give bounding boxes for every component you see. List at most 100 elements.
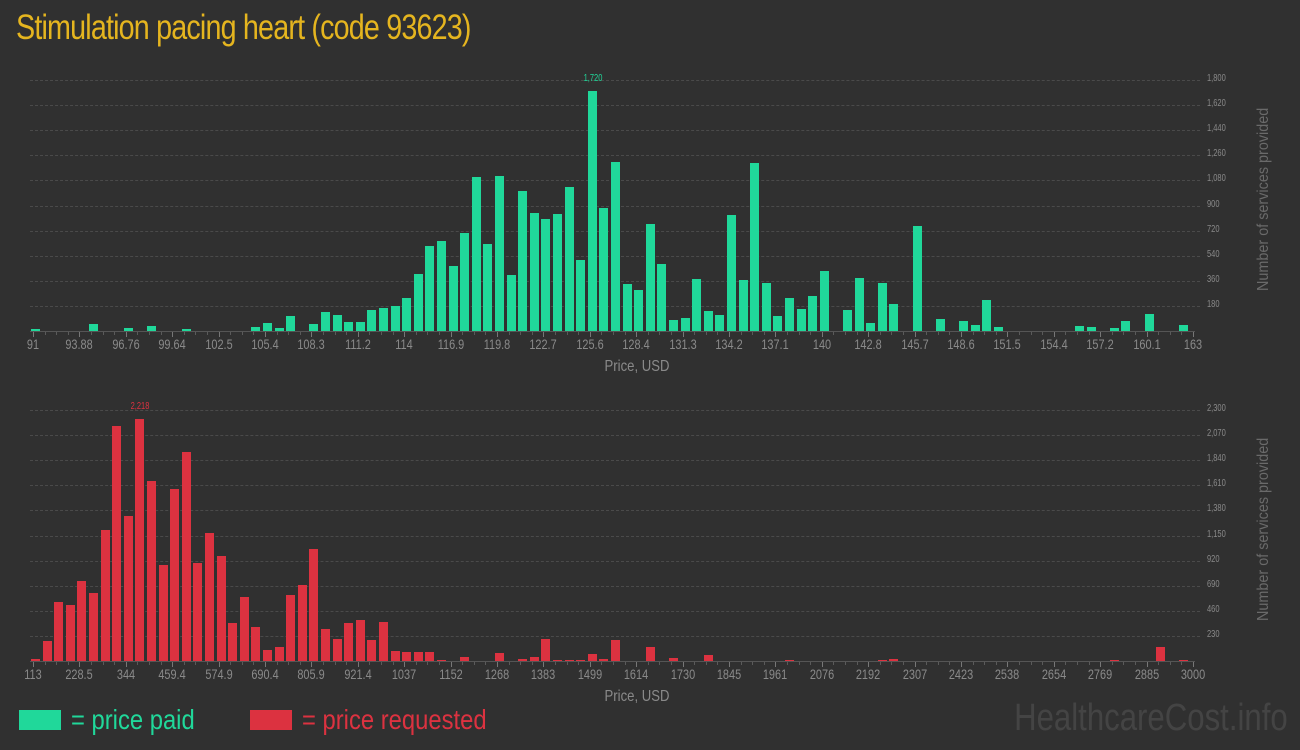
bar[interactable] <box>889 658 898 661</box>
bar[interactable] <box>785 298 794 331</box>
bar[interactable] <box>298 585 307 661</box>
bar[interactable] <box>263 323 272 331</box>
bar[interactable] <box>565 659 574 661</box>
bar[interactable] <box>866 323 875 331</box>
bar[interactable] <box>89 324 98 331</box>
bar[interactable] <box>646 223 655 331</box>
bar[interactable] <box>657 264 666 331</box>
bar[interactable] <box>124 328 133 331</box>
bar[interactable] <box>402 652 411 661</box>
bar[interactable] <box>553 659 562 661</box>
bar[interactable] <box>159 565 168 661</box>
bar[interactable] <box>1179 325 1188 331</box>
bar[interactable] <box>541 218 550 331</box>
bar[interactable] <box>507 275 516 331</box>
bar[interactable] <box>124 515 133 661</box>
bar[interactable] <box>391 651 400 661</box>
bar[interactable] <box>367 640 376 661</box>
bar[interactable] <box>692 279 701 331</box>
bar[interactable] <box>623 284 632 331</box>
bar[interactable] <box>483 243 492 331</box>
bar[interactable] <box>843 310 852 331</box>
bar[interactable] <box>576 260 585 331</box>
bar[interactable] <box>321 629 330 661</box>
bar[interactable] <box>1075 326 1084 331</box>
bar[interactable] <box>66 605 75 661</box>
bar[interactable] <box>576 659 585 661</box>
bar[interactable] <box>472 176 481 331</box>
bar[interactable] <box>878 283 887 331</box>
bar[interactable] <box>773 316 782 331</box>
bar[interactable] <box>588 653 597 661</box>
bar[interactable] <box>101 529 110 661</box>
bar[interactable] <box>205 533 214 661</box>
bar[interactable] <box>112 425 121 661</box>
bar[interactable] <box>715 315 724 331</box>
bar[interactable] <box>553 213 562 331</box>
bar[interactable] <box>449 266 458 331</box>
bar[interactable] <box>286 595 295 661</box>
bar[interactable] <box>460 656 469 661</box>
bar[interactable] <box>333 315 342 331</box>
bar[interactable] <box>43 641 52 661</box>
bar[interactable] <box>89 593 98 661</box>
bar[interactable] <box>704 311 713 331</box>
bar[interactable] <box>414 274 423 331</box>
bar[interactable] <box>275 328 284 331</box>
bar[interactable] <box>402 298 411 331</box>
bar[interactable] <box>762 283 771 331</box>
bar[interactable] <box>356 322 365 331</box>
bar[interactable] <box>54 601 63 661</box>
bar[interactable] <box>599 207 608 331</box>
bar[interactable] <box>228 623 237 661</box>
bar[interactable] <box>425 651 434 661</box>
bar[interactable] <box>785 659 794 661</box>
bar[interactable] <box>646 646 655 661</box>
bar[interactable] <box>681 318 690 331</box>
bar[interactable] <box>379 622 388 661</box>
bar[interactable] <box>333 639 342 661</box>
bar[interactable] <box>182 452 191 661</box>
bar[interactable] <box>565 186 574 331</box>
bar[interactable] <box>982 300 991 331</box>
bar[interactable] <box>182 329 191 331</box>
bar[interactable] <box>599 658 608 661</box>
bar[interactable] <box>530 212 539 331</box>
bar[interactable] <box>797 309 806 331</box>
bar[interactable] <box>495 652 504 661</box>
bar[interactable] <box>309 324 318 331</box>
bar[interactable] <box>994 327 1003 331</box>
bar[interactable] <box>611 639 620 661</box>
bar[interactable] <box>727 214 736 331</box>
bar[interactable] <box>344 623 353 661</box>
bar[interactable] <box>31 329 40 331</box>
bar[interactable] <box>634 290 643 331</box>
bar[interactable] <box>414 651 423 661</box>
bar[interactable] <box>391 306 400 331</box>
bar[interactable] <box>1156 646 1165 661</box>
bar[interactable] <box>739 280 748 331</box>
bar[interactable] <box>217 556 226 661</box>
bar[interactable] <box>240 597 249 661</box>
bar[interactable] <box>286 316 295 331</box>
bar[interactable] <box>251 626 260 661</box>
bar[interactable] <box>135 418 144 661</box>
bar[interactable] <box>425 245 434 331</box>
bar[interactable] <box>959 321 968 331</box>
bar[interactable] <box>611 161 620 331</box>
bar[interactable] <box>541 638 550 661</box>
bar[interactable] <box>437 659 446 661</box>
bar[interactable] <box>971 325 980 331</box>
bar[interactable] <box>808 296 817 331</box>
bar[interactable] <box>913 225 922 331</box>
bar[interactable] <box>518 190 527 331</box>
bar[interactable] <box>275 646 284 661</box>
bar[interactable] <box>750 162 759 331</box>
bar[interactable] <box>309 549 318 661</box>
bar[interactable] <box>1145 314 1154 331</box>
bar[interactable] <box>321 312 330 331</box>
bar[interactable] <box>367 310 376 331</box>
bar[interactable] <box>147 481 156 661</box>
bar[interactable] <box>704 654 713 661</box>
bar[interactable] <box>820 271 829 331</box>
